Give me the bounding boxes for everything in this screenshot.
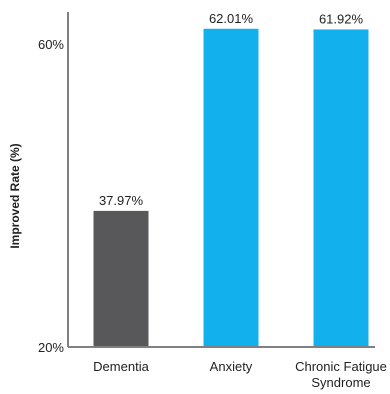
- y-axis-ticks: 60% 20%: [38, 37, 64, 355]
- bar: [313, 29, 369, 348]
- category-label: Chronic Fatigue: [295, 359, 387, 374]
- bars: [93, 28, 369, 348]
- y-axis-title: Improved Rate (%): [8, 143, 22, 248]
- category-label: Dementia: [93, 359, 149, 374]
- y-tick-label: 20%: [38, 340, 64, 355]
- value-label: 61.92%: [319, 11, 364, 26]
- value-label: 37.97%: [99, 193, 144, 208]
- value-label: 62.01%: [209, 11, 254, 26]
- bar: [93, 210, 149, 347]
- category-label: Syndrome: [311, 375, 370, 390]
- bar: [203, 28, 259, 347]
- category-label: Anxiety: [210, 359, 253, 374]
- y-tick-label: 60%: [38, 37, 64, 52]
- value-labels: 37.97% 62.01% 61.92%: [99, 11, 364, 208]
